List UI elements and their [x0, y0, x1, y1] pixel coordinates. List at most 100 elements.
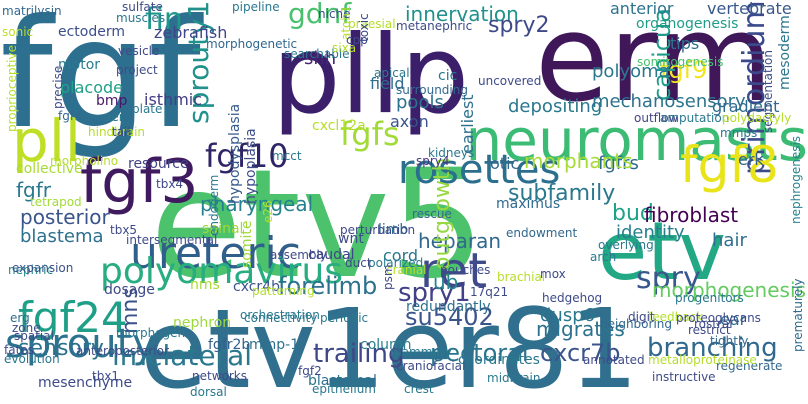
cloud-word: dorsal — [190, 385, 227, 399]
cloud-word: limb — [378, 222, 409, 238]
cloud-word: uncovered — [478, 74, 542, 88]
cloud-word: spry1 — [398, 278, 471, 308]
cloud-word: orchestration — [240, 308, 320, 322]
cloud-word: otic — [490, 154, 520, 173]
cloud-word: 17q21 — [470, 285, 509, 299]
cloud-word: nephric — [8, 263, 54, 277]
cloud-word: coordinates — [458, 352, 540, 368]
cloud-word: plate — [132, 102, 163, 116]
cloud-word: fgfr2b — [208, 337, 251, 353]
cloud-word: networks — [192, 369, 247, 383]
cloud-word: polyomavirus — [100, 251, 344, 292]
cloud-word: erk — [738, 150, 764, 169]
cloud-word: fgf — [0, 0, 201, 162]
cloud-word: somitogenesis — [637, 55, 724, 69]
cloud-word: niche — [318, 7, 351, 21]
cloud-word: brachial — [497, 270, 546, 284]
cloud-word: mesoderm — [777, 15, 793, 90]
cloud-word: fgfr — [16, 178, 51, 202]
cloud-word: intersegmental — [126, 233, 218, 247]
cloud-word: rosettes — [398, 147, 561, 193]
cloud-word: hedgehog — [542, 291, 603, 305]
cloud-word: duct — [345, 256, 372, 270]
cloud-word: etv1er81 — [140, 285, 639, 404]
cloud-word: prematurely — [791, 278, 805, 352]
cloud-word: dusp6 — [540, 305, 596, 326]
cloud-word: blastemal — [308, 373, 377, 389]
cloud-word: polarized — [368, 256, 424, 270]
cloud-word: kidneys — [428, 146, 475, 160]
cloud-word: sixa — [332, 41, 357, 55]
cloud-word: nms — [190, 277, 220, 293]
cloud-word: fates — [4, 343, 34, 357]
cloud-word: zebrafish — [154, 23, 228, 42]
cloud-word: tbx4 — [156, 177, 184, 191]
cloud-word: arch — [590, 250, 617, 264]
cloud-word: pipeline — [232, 0, 280, 14]
cloud-word: gdnf — [288, 0, 352, 30]
cloud-word: hindbrain — [88, 125, 146, 139]
cloud-word: hypoplasia — [243, 128, 259, 204]
cloud-word: perturbation — [340, 223, 416, 237]
cloud-word: heparan — [418, 229, 502, 253]
cloud-word: fgf24 — [18, 293, 128, 342]
cloud-word: morphogenetic — [206, 37, 298, 51]
cloud-word: vertebrate — [707, 0, 792, 18]
cloud-word: mechanosensory — [592, 91, 746, 112]
cloud-word: tail — [112, 125, 131, 139]
cloud-word: epithelium — [312, 382, 376, 396]
cloud-word: outflow — [634, 111, 679, 125]
cloud-word: etv — [598, 205, 726, 298]
cloud-word: neuromasts — [465, 106, 808, 174]
cloud-word: proprioceptive — [5, 45, 19, 132]
cloud-word: crest — [404, 382, 434, 396]
cloud-word: pharyngeal — [200, 192, 314, 216]
cloud-word: sulfate — [122, 0, 163, 14]
cloud-word: fgf3 — [80, 147, 199, 217]
cloud-word: fgfs — [340, 115, 400, 153]
cloud-word: project — [116, 63, 158, 77]
cloud-word: axon — [390, 112, 429, 131]
cloud-word: posterior — [20, 205, 110, 229]
cloud-word: mmp-1 — [249, 337, 300, 353]
cloud-word: cord — [383, 246, 419, 265]
cloud-word: fgfrs — [598, 153, 639, 174]
cloud-word: precise — [51, 65, 65, 109]
cloud-word: branching — [647, 333, 778, 363]
cloud-word: shh — [304, 48, 337, 69]
cloud-word: pools — [396, 92, 444, 113]
cloud-word: dosage — [104, 282, 155, 298]
cloud-word: spry4 — [416, 154, 450, 168]
cloud-word: craniofacial — [396, 359, 466, 373]
cloud-word: mmps — [720, 126, 758, 140]
cloud-word: assembly — [270, 248, 327, 262]
cloud-word: proteoglycans — [676, 311, 761, 325]
cloud-word: fgf10 — [205, 137, 289, 175]
cloud-word: pectoral — [430, 339, 529, 367]
cloud-word: forelimb — [278, 272, 378, 300]
cloud-word: instructive — [652, 370, 716, 384]
cloud-word: resource — [128, 156, 189, 172]
cloud-word: erg — [10, 311, 30, 325]
cloud-word: e26 — [261, 200, 275, 223]
cloud-word: morpholino — [50, 154, 119, 168]
cloud-word: midbrain — [487, 371, 541, 385]
cloud-word: tips — [670, 34, 700, 53]
cloud-word: endowment — [506, 226, 578, 240]
cloud-word: searchable — [284, 47, 350, 61]
cloud-word: bmp — [96, 93, 128, 109]
cloud-word: depositing — [508, 96, 603, 117]
cloud-word: rescue — [412, 207, 452, 221]
cloud-word: pll — [12, 107, 82, 175]
cloud-word: anterior — [610, 0, 674, 18]
cloud-word: migrates — [536, 317, 625, 341]
cloud-word: hair — [712, 230, 747, 251]
cloud-word: nephrogenesis — [789, 135, 803, 224]
cloud-word: anteroposterior — [76, 344, 169, 358]
cloud-word: toxic — [357, 13, 371, 42]
cloud-word: ret — [420, 243, 488, 299]
cloud-word: maximus — [496, 196, 561, 212]
cloud-word: trailing — [313, 339, 405, 369]
cloud-word: innervation — [405, 2, 519, 26]
